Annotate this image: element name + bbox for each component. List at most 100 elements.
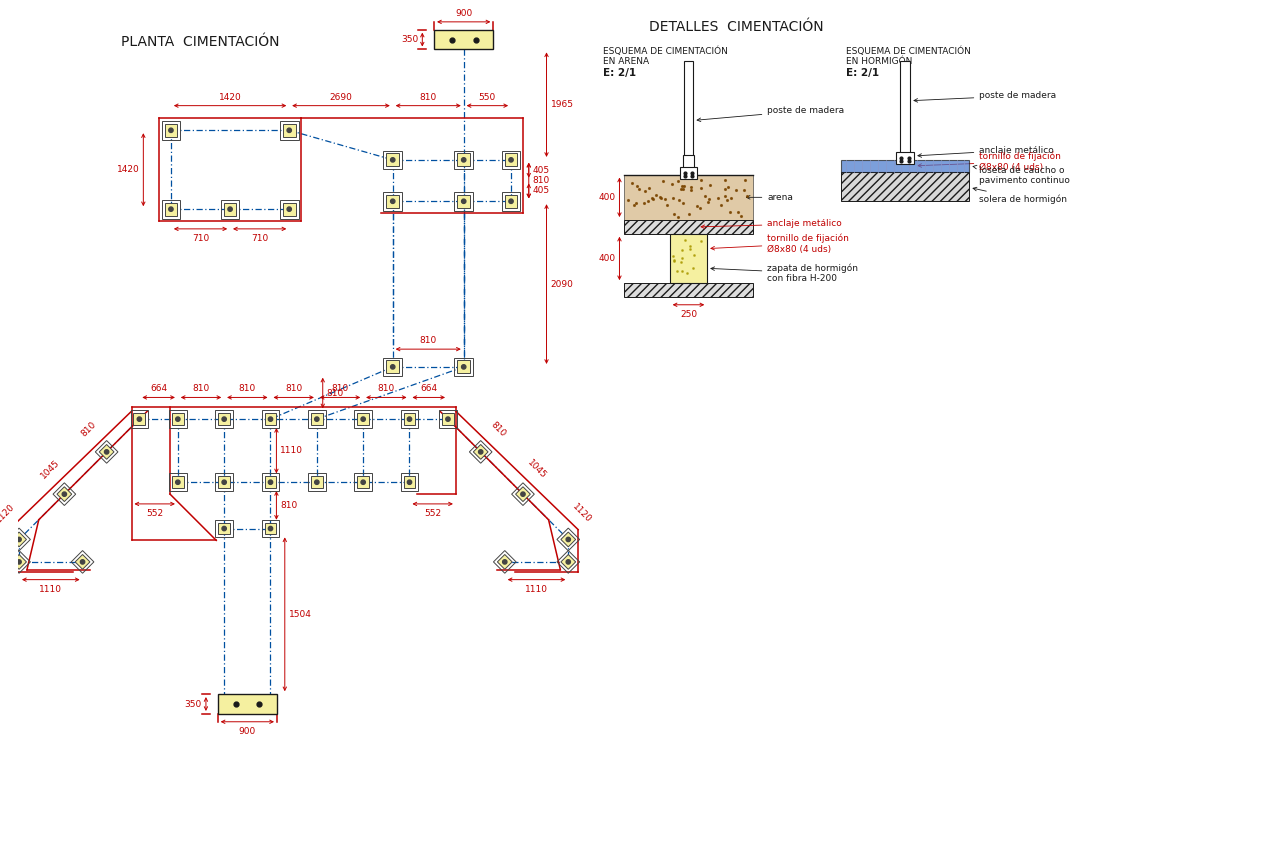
Bar bbox=[308, 473, 325, 491]
Bar bbox=[401, 473, 419, 491]
Bar bbox=[216, 473, 234, 491]
Bar bbox=[165, 203, 177, 216]
Text: 1110: 1110 bbox=[40, 585, 63, 593]
Circle shape bbox=[17, 560, 22, 564]
Circle shape bbox=[462, 199, 466, 204]
Text: tornillo de fijación
Ø8x80 (4 uds): tornillo de fijación Ø8x80 (4 uds) bbox=[711, 234, 850, 253]
Bar bbox=[355, 473, 373, 491]
Bar bbox=[216, 520, 234, 538]
Text: 550: 550 bbox=[478, 92, 496, 102]
Polygon shape bbox=[473, 444, 489, 460]
Text: 664: 664 bbox=[420, 384, 438, 394]
Text: 1110: 1110 bbox=[524, 585, 547, 593]
Polygon shape bbox=[11, 532, 27, 547]
Text: 810: 810 bbox=[285, 384, 302, 394]
Text: 1110: 1110 bbox=[281, 446, 304, 455]
Bar bbox=[457, 153, 470, 166]
Text: 1045: 1045 bbox=[40, 458, 61, 480]
Circle shape bbox=[80, 560, 84, 564]
Bar bbox=[434, 30, 494, 50]
Text: zapata de hormigón
con fibra H-200: zapata de hormigón con fibra H-200 bbox=[711, 264, 859, 283]
Bar bbox=[262, 410, 279, 428]
Text: 900: 900 bbox=[239, 727, 256, 735]
Bar bbox=[221, 199, 240, 218]
Bar bbox=[457, 360, 470, 373]
Text: 1504: 1504 bbox=[288, 609, 311, 619]
Polygon shape bbox=[11, 555, 27, 569]
Bar bbox=[387, 195, 399, 208]
Bar bbox=[383, 358, 402, 377]
Text: 2090: 2090 bbox=[550, 280, 573, 288]
Bar bbox=[218, 523, 230, 534]
Text: 710: 710 bbox=[191, 234, 209, 243]
Text: loseta de caucho o
pavimento continuo: loseta de caucho o pavimento continuo bbox=[974, 165, 1071, 186]
Bar bbox=[403, 476, 416, 488]
Text: poste de madera: poste de madera bbox=[697, 106, 845, 122]
Text: PLANTA  CIMENTACIÓN: PLANTA CIMENTACIÓN bbox=[121, 34, 279, 49]
Bar bbox=[401, 410, 419, 428]
Circle shape bbox=[390, 199, 394, 204]
Circle shape bbox=[509, 199, 513, 204]
Circle shape bbox=[521, 492, 526, 496]
Circle shape bbox=[222, 480, 226, 484]
Bar bbox=[168, 473, 186, 491]
Text: 664: 664 bbox=[151, 384, 167, 394]
Circle shape bbox=[63, 492, 66, 496]
Bar bbox=[218, 476, 230, 488]
Text: 810: 810 bbox=[239, 384, 256, 394]
Circle shape bbox=[228, 207, 232, 211]
Bar bbox=[357, 413, 369, 425]
Bar bbox=[670, 234, 707, 283]
Text: ESQUEMA DE CIMENTACIÓN: ESQUEMA DE CIMENTACIÓN bbox=[846, 47, 971, 56]
Circle shape bbox=[268, 526, 273, 531]
Text: 1045: 1045 bbox=[526, 458, 547, 480]
Text: tornillo de fijación
Ø8x80 (4 uds): tornillo de fijación Ø8x80 (4 uds) bbox=[917, 152, 1062, 172]
Polygon shape bbox=[75, 555, 89, 569]
Text: anclaje metálico: anclaje metálico bbox=[701, 219, 842, 229]
Circle shape bbox=[361, 480, 365, 484]
Text: DETALLES  CIMENTACIÓN: DETALLES CIMENTACIÓN bbox=[649, 20, 824, 33]
Bar bbox=[283, 124, 296, 137]
Circle shape bbox=[567, 560, 570, 564]
Text: 810: 810 bbox=[378, 384, 396, 394]
Text: 350: 350 bbox=[185, 699, 202, 709]
Polygon shape bbox=[561, 555, 575, 569]
Bar bbox=[454, 151, 473, 169]
Bar bbox=[387, 360, 399, 373]
Bar bbox=[172, 413, 184, 425]
Text: 2690: 2690 bbox=[329, 92, 352, 102]
Bar bbox=[165, 124, 177, 137]
Circle shape bbox=[445, 417, 450, 421]
Text: 810: 810 bbox=[332, 384, 348, 394]
Bar bbox=[264, 523, 277, 534]
Circle shape bbox=[176, 480, 180, 484]
Bar bbox=[897, 152, 914, 163]
Text: 405: 405 bbox=[532, 187, 550, 195]
Text: 810: 810 bbox=[327, 389, 345, 397]
Text: 810: 810 bbox=[489, 420, 508, 439]
Circle shape bbox=[105, 449, 108, 454]
Bar bbox=[387, 153, 399, 166]
Bar bbox=[439, 410, 457, 428]
Circle shape bbox=[462, 365, 466, 369]
Text: ESQUEMA DE CIMENTACIÓN: ESQUEMA DE CIMENTACIÓN bbox=[602, 47, 727, 56]
Circle shape bbox=[138, 417, 142, 421]
Circle shape bbox=[268, 417, 273, 421]
Bar bbox=[355, 410, 373, 428]
Bar bbox=[680, 167, 698, 179]
Circle shape bbox=[315, 417, 319, 421]
Bar bbox=[262, 520, 279, 538]
Polygon shape bbox=[57, 487, 71, 502]
Bar bbox=[218, 694, 277, 714]
Bar bbox=[624, 220, 753, 234]
Bar bbox=[504, 195, 518, 208]
Bar bbox=[454, 358, 473, 377]
Bar bbox=[130, 410, 148, 428]
Text: 710: 710 bbox=[251, 234, 268, 243]
Text: arena: arena bbox=[746, 193, 794, 202]
Bar bbox=[357, 476, 369, 488]
Bar bbox=[283, 203, 296, 216]
Circle shape bbox=[287, 128, 291, 133]
Circle shape bbox=[17, 538, 22, 542]
Bar bbox=[311, 476, 323, 488]
